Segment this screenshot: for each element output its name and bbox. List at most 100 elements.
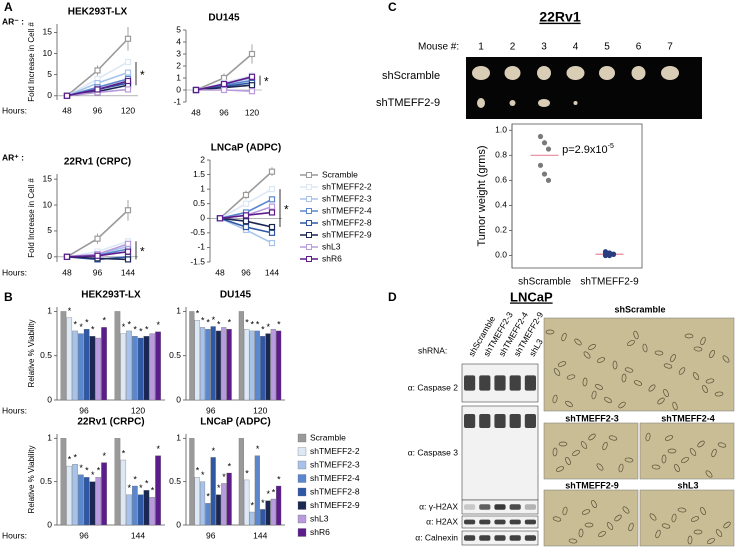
- p-value: p=2.9x10: [562, 144, 608, 156]
- x-tick-label: 96: [93, 105, 103, 115]
- x-tick-label: 120: [131, 405, 145, 415]
- point-marker: [124, 77, 132, 85]
- y-tick-label: 0: [47, 251, 52, 261]
- bar: [226, 328, 232, 401]
- y-tick-label: 15: [43, 27, 53, 37]
- cell: [553, 368, 561, 376]
- cell: [723, 521, 731, 529]
- cell: [717, 442, 727, 448]
- legend-label: shTMEFF2-9: [322, 229, 372, 239]
- point-marker: [124, 256, 132, 263]
- y-tick-label: -1.5: [190, 256, 205, 266]
- blot-band: [479, 519, 491, 525]
- point-marker: [124, 58, 132, 66]
- tumor: [509, 100, 516, 106]
- bar: [244, 328, 250, 401]
- significance: *: [68, 454, 72, 464]
- legend-swatch: [297, 447, 307, 456]
- legend-label: Scramble: [310, 432, 346, 442]
- point-marker: [220, 86, 228, 94]
- y-tick-label: 0: [176, 519, 181, 529]
- significance: *: [261, 325, 265, 335]
- chart-title: LNCaP (ADPC): [200, 417, 270, 428]
- tumor: [537, 66, 551, 80]
- cell: [596, 357, 606, 363]
- cell: [655, 529, 661, 539]
- group-label: AR⁻ :: [2, 16, 24, 26]
- cell: [697, 440, 705, 448]
- y-tick-label: 0.5: [169, 350, 181, 360]
- y-tick-label: 0.6: [495, 175, 507, 185]
- cell: [591, 499, 597, 509]
- x-tick-label: 96: [219, 107, 229, 117]
- y-tick-label: 1: [47, 306, 52, 316]
- bar: [120, 459, 127, 526]
- mouse-number: 3: [541, 42, 547, 53]
- y-tick-label: 1.5: [193, 169, 205, 179]
- cell: [633, 380, 643, 386]
- legend-label: shTMEFF2-4: [322, 205, 372, 215]
- bar: [226, 472, 232, 526]
- bar: [72, 464, 78, 526]
- blot-band: [494, 519, 506, 525]
- significance: *: [145, 479, 149, 489]
- cell: [552, 516, 562, 522]
- panel-label: B: [4, 290, 13, 304]
- significance: *: [272, 487, 276, 497]
- cell: [583, 351, 591, 359]
- cell: [591, 390, 597, 400]
- cell: [558, 441, 568, 447]
- bar: [199, 327, 206, 401]
- significance: *: [228, 318, 232, 328]
- bar: [72, 330, 78, 401]
- bar: [89, 481, 96, 526]
- bar: [83, 328, 90, 401]
- point-marker: [242, 223, 250, 231]
- cell: [624, 367, 634, 373]
- bar: [66, 317, 73, 401]
- blot-band: [509, 535, 521, 541]
- significance: *: [128, 319, 132, 329]
- y-tick-label: 0: [200, 213, 205, 223]
- y-axis-label: Relative % Viability: [27, 446, 36, 514]
- bar: [260, 336, 266, 401]
- cell: [705, 470, 713, 478]
- blot-band: [509, 375, 521, 391]
- cell: [663, 388, 669, 398]
- micrograph-label: shL3: [677, 480, 698, 490]
- point: [537, 162, 544, 168]
- y-tick-label: 1: [176, 433, 181, 443]
- cell: [565, 400, 573, 408]
- mouse-number: 2: [510, 42, 516, 53]
- point-marker: [248, 88, 256, 95]
- y-tick-label: 0.5: [169, 476, 181, 486]
- x-tick-label: 48: [62, 267, 72, 277]
- micrograph: [639, 489, 735, 547]
- x-tick-label: 48: [62, 105, 72, 115]
- y-tick-label: 3: [176, 48, 181, 58]
- blot-band: [479, 504, 491, 510]
- mouse-number: 7: [667, 42, 673, 53]
- significance: *: [217, 483, 221, 493]
- significance: *: [139, 483, 143, 493]
- point-marker: [248, 50, 256, 58]
- point-marker: [124, 207, 132, 214]
- bar: [221, 483, 227, 526]
- x-tick-label: 96: [79, 530, 89, 540]
- bar: [238, 311, 244, 401]
- micrograph-label: shTMEFF2-9: [565, 480, 619, 490]
- cell: [596, 463, 604, 471]
- cell: [700, 336, 706, 346]
- antibody-label: α: γ-H2AX: [419, 501, 458, 511]
- antibody-label: α: Calnexin: [415, 532, 458, 542]
- chart-title: LNCaP (ADPC): [211, 143, 281, 154]
- x-tick-label: 96: [241, 267, 251, 277]
- y-tick-label: 0.5: [40, 476, 52, 486]
- legend-marker: [306, 184, 312, 190]
- x-tick-label: 120: [253, 405, 267, 415]
- y-axis-label: Relative % Viability: [27, 320, 36, 388]
- bar: [270, 498, 276, 526]
- legend-label: Scramble: [322, 169, 358, 179]
- bar: [155, 331, 161, 401]
- tumor: [477, 98, 485, 108]
